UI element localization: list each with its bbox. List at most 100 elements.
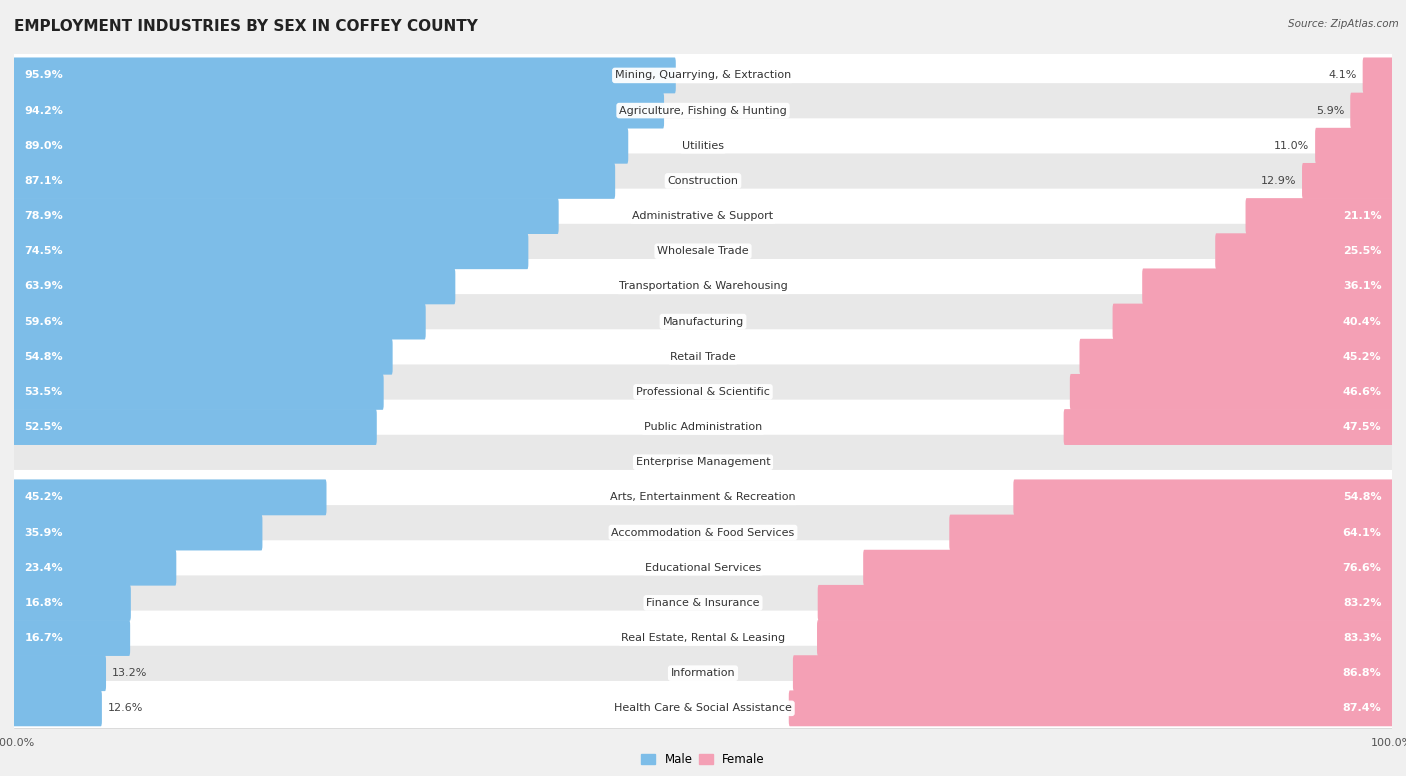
Text: 16.7%: 16.7%	[24, 633, 63, 643]
FancyBboxPatch shape	[13, 259, 1393, 314]
FancyBboxPatch shape	[793, 655, 1393, 691]
Text: Public Administration: Public Administration	[644, 422, 762, 432]
FancyBboxPatch shape	[13, 585, 131, 621]
FancyBboxPatch shape	[13, 189, 1393, 244]
Text: EMPLOYMENT INDUSTRIES BY SEX IN COFFEY COUNTY: EMPLOYMENT INDUSTRIES BY SEX IN COFFEY C…	[14, 19, 478, 34]
Text: 11.0%: 11.0%	[1274, 140, 1309, 151]
FancyBboxPatch shape	[13, 294, 1393, 349]
Text: 4.1%: 4.1%	[1329, 71, 1357, 81]
Text: 46.6%: 46.6%	[1343, 387, 1382, 397]
FancyBboxPatch shape	[13, 57, 676, 93]
Text: Enterprise Management: Enterprise Management	[636, 457, 770, 467]
FancyBboxPatch shape	[818, 585, 1393, 621]
Text: 12.9%: 12.9%	[1261, 176, 1296, 186]
Text: Transportation & Warehousing: Transportation & Warehousing	[619, 282, 787, 292]
FancyBboxPatch shape	[1315, 128, 1393, 164]
Text: 54.8%: 54.8%	[1343, 492, 1382, 502]
FancyBboxPatch shape	[13, 611, 1393, 666]
FancyBboxPatch shape	[1246, 198, 1393, 234]
Text: 78.9%: 78.9%	[24, 211, 63, 221]
Text: 83.3%: 83.3%	[1343, 633, 1382, 643]
Text: 23.4%: 23.4%	[24, 563, 63, 573]
FancyBboxPatch shape	[863, 549, 1393, 586]
Legend: Male, Female: Male, Female	[637, 748, 769, 771]
FancyBboxPatch shape	[949, 514, 1393, 550]
Text: Administrative & Support: Administrative & Support	[633, 211, 773, 221]
FancyBboxPatch shape	[13, 163, 616, 199]
FancyBboxPatch shape	[13, 268, 456, 304]
Text: Health Care & Social Assistance: Health Care & Social Assistance	[614, 703, 792, 713]
FancyBboxPatch shape	[13, 154, 1393, 208]
Text: 47.5%: 47.5%	[1343, 422, 1382, 432]
Text: 25.5%: 25.5%	[1343, 246, 1382, 256]
FancyBboxPatch shape	[13, 470, 1393, 525]
Text: 53.5%: 53.5%	[24, 387, 63, 397]
Text: Wholesale Trade: Wholesale Trade	[657, 246, 749, 256]
Text: 76.6%: 76.6%	[1343, 563, 1382, 573]
FancyBboxPatch shape	[13, 409, 377, 445]
FancyBboxPatch shape	[13, 374, 384, 410]
Text: 5.9%: 5.9%	[1316, 106, 1344, 116]
Text: 35.9%: 35.9%	[24, 528, 63, 538]
Text: Professional & Scientific: Professional & Scientific	[636, 387, 770, 397]
Text: 95.9%: 95.9%	[24, 71, 63, 81]
Text: Finance & Insurance: Finance & Insurance	[647, 598, 759, 608]
Text: 16.8%: 16.8%	[24, 598, 63, 608]
FancyBboxPatch shape	[1350, 92, 1393, 129]
Text: 45.2%: 45.2%	[1343, 352, 1382, 362]
FancyBboxPatch shape	[13, 400, 1393, 455]
FancyBboxPatch shape	[13, 681, 1393, 736]
FancyBboxPatch shape	[1362, 57, 1393, 93]
Text: 21.1%: 21.1%	[1343, 211, 1382, 221]
Text: 52.5%: 52.5%	[24, 422, 63, 432]
FancyBboxPatch shape	[13, 480, 326, 515]
FancyBboxPatch shape	[1014, 480, 1393, 515]
Text: 54.8%: 54.8%	[24, 352, 63, 362]
Text: 87.1%: 87.1%	[24, 176, 63, 186]
Text: 89.0%: 89.0%	[24, 140, 63, 151]
FancyBboxPatch shape	[13, 48, 1393, 103]
FancyBboxPatch shape	[13, 514, 263, 550]
FancyBboxPatch shape	[1064, 409, 1393, 445]
FancyBboxPatch shape	[13, 303, 426, 339]
Text: 40.4%: 40.4%	[1343, 317, 1382, 327]
Text: Manufacturing: Manufacturing	[662, 317, 744, 327]
Text: Arts, Entertainment & Recreation: Arts, Entertainment & Recreation	[610, 492, 796, 502]
Text: 63.9%: 63.9%	[24, 282, 63, 292]
Text: 74.5%: 74.5%	[24, 246, 63, 256]
Text: 13.2%: 13.2%	[112, 668, 148, 678]
FancyBboxPatch shape	[13, 118, 1393, 173]
Text: Source: ZipAtlas.com: Source: ZipAtlas.com	[1288, 19, 1399, 29]
Text: 36.1%: 36.1%	[1343, 282, 1382, 292]
FancyBboxPatch shape	[1080, 339, 1393, 375]
FancyBboxPatch shape	[1302, 163, 1393, 199]
FancyBboxPatch shape	[13, 540, 1393, 595]
FancyBboxPatch shape	[1142, 268, 1393, 304]
Text: Agriculture, Fishing & Hunting: Agriculture, Fishing & Hunting	[619, 106, 787, 116]
FancyBboxPatch shape	[13, 92, 664, 129]
Text: 59.6%: 59.6%	[24, 317, 63, 327]
FancyBboxPatch shape	[13, 646, 1393, 701]
Text: Information: Information	[671, 668, 735, 678]
FancyBboxPatch shape	[1112, 303, 1393, 339]
FancyBboxPatch shape	[13, 435, 1393, 490]
FancyBboxPatch shape	[13, 234, 529, 269]
FancyBboxPatch shape	[789, 691, 1393, 726]
FancyBboxPatch shape	[13, 620, 131, 656]
FancyBboxPatch shape	[13, 365, 1393, 419]
FancyBboxPatch shape	[1070, 374, 1393, 410]
FancyBboxPatch shape	[13, 198, 558, 234]
FancyBboxPatch shape	[13, 128, 628, 164]
FancyBboxPatch shape	[13, 655, 105, 691]
FancyBboxPatch shape	[13, 329, 1393, 384]
Text: 83.2%: 83.2%	[1343, 598, 1382, 608]
Text: 12.6%: 12.6%	[108, 703, 143, 713]
FancyBboxPatch shape	[13, 505, 1393, 560]
Text: Construction: Construction	[668, 176, 738, 186]
Text: Real Estate, Rental & Leasing: Real Estate, Rental & Leasing	[621, 633, 785, 643]
FancyBboxPatch shape	[13, 223, 1393, 279]
Text: Utilities: Utilities	[682, 140, 724, 151]
Text: Educational Services: Educational Services	[645, 563, 761, 573]
FancyBboxPatch shape	[13, 83, 1393, 138]
Text: Retail Trade: Retail Trade	[671, 352, 735, 362]
